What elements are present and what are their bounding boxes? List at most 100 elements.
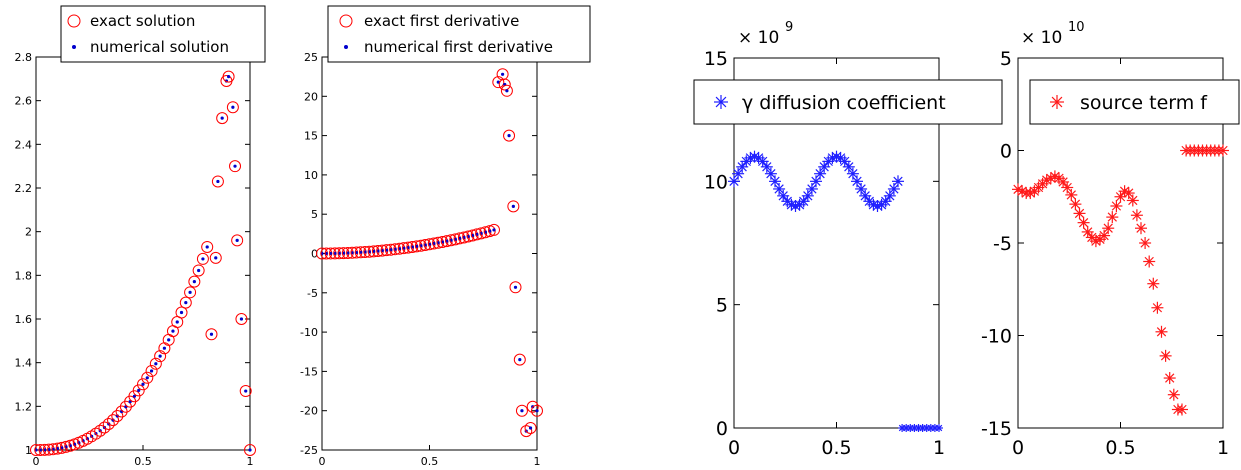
legend-box [327, 5, 591, 63]
x-tick-label: 0.5 [1105, 437, 1135, 459]
source-marker [1159, 349, 1172, 362]
x-tick-label: 1 [247, 455, 254, 468]
source-marker [1167, 388, 1180, 401]
source-marker [1110, 200, 1123, 212]
numerical-marker [197, 268, 201, 273]
x-tick-label: 0 [728, 437, 740, 459]
numerical-marker [528, 426, 533, 430]
y-tick-label: -15 [300, 365, 318, 378]
exact-marker [175, 306, 188, 319]
exact-marker [179, 296, 192, 309]
exact-marker [507, 200, 520, 213]
y-tick-label: 1.6 [15, 313, 33, 326]
y-tick-label: -20 [300, 405, 318, 418]
numerical-marker [513, 285, 518, 289]
numerical-marker [179, 310, 184, 315]
exact-marker [231, 234, 244, 247]
legend-numerical-marker [344, 45, 348, 49]
exact-marker [141, 371, 154, 384]
exact-marker [59, 440, 72, 453]
exact-marker [229, 160, 242, 173]
exact-marker [188, 275, 201, 288]
exact-marker [239, 385, 252, 398]
legend-entry: exact first derivative [364, 12, 519, 30]
x-tick-label: 1 [1217, 437, 1229, 459]
exact-marker [107, 414, 120, 427]
numerical-marker [233, 164, 237, 168]
y-tick-label: 1 [25, 444, 32, 457]
source-marker [1155, 325, 1168, 338]
numerical-marker [216, 179, 220, 184]
numerical-marker [201, 257, 205, 261]
legend-entry: γ diffusion coefficient [742, 92, 946, 114]
y-tick-label: 5 [1000, 48, 1012, 70]
exact-marker [89, 427, 102, 440]
y-tick-label: -5 [307, 287, 318, 300]
numerical-marker [192, 279, 196, 284]
source-marker [1217, 144, 1229, 157]
exact-marker [149, 357, 162, 370]
exact-marker [94, 424, 107, 437]
axes-frame [321, 56, 538, 451]
source-marker [1163, 372, 1176, 385]
numerical-marker [244, 389, 248, 393]
y-tick-label: 2.6 [15, 95, 33, 108]
exact-marker [137, 378, 149, 391]
y-tick-label: 15 [704, 48, 728, 70]
numerical-marker [132, 394, 137, 398]
exact-marker [500, 84, 513, 97]
exact-marker [201, 240, 214, 253]
gamma-marker [842, 160, 855, 173]
y-tick-label: -5 [993, 233, 1012, 255]
exact-marker [102, 417, 115, 430]
exponent-power: 9 [785, 20, 793, 35]
legend-source-marker [1050, 95, 1064, 109]
gamma-marker [846, 167, 859, 180]
legend-entry: numerical solution [90, 38, 229, 56]
y-tick-label: 2.8 [15, 51, 33, 64]
exact-marker [513, 353, 526, 366]
numerical-marker [184, 301, 188, 305]
numerical-marker [171, 329, 175, 333]
source-marker [1073, 207, 1086, 220]
gamma-marker [814, 167, 827, 180]
exact-marker [526, 400, 539, 413]
x-tick-label: 0.5 [421, 455, 439, 468]
exact-marker [520, 425, 533, 438]
exact-marker [205, 328, 218, 341]
y-tick-label: -10 [981, 326, 1012, 348]
exact-marker [498, 78, 511, 91]
y-tick-label: 10 [704, 171, 728, 193]
numerical-marker [235, 238, 239, 242]
exact-marker [192, 264, 205, 277]
y-tick-label: 1.8 [15, 269, 33, 282]
numerical-marker [175, 320, 179, 324]
numerical-marker [520, 409, 524, 413]
numerical-marker [149, 369, 154, 373]
y-tick-label: 20 [304, 90, 318, 103]
x-tick-label: 0 [319, 455, 326, 468]
numerical-marker [214, 256, 218, 260]
gamma-marker [801, 189, 814, 202]
source-marker [1143, 255, 1156, 268]
numerical-marker [158, 354, 162, 358]
exponent-power: 10 [1068, 20, 1085, 35]
y-tick-label: 1.4 [15, 357, 33, 370]
legend-numerical-marker [72, 45, 76, 49]
y-tick-label: -10 [300, 326, 318, 339]
exact-marker [154, 350, 167, 363]
y-tick-label: -15 [981, 418, 1012, 440]
legend: exact solution numerical solution [60, 5, 266, 63]
numerical-marker [239, 317, 244, 321]
numerical-marker [231, 105, 235, 109]
x-tick-label: 0.5 [821, 437, 851, 459]
source-marker [1139, 237, 1152, 249]
y-tick-label: 10 [304, 169, 318, 182]
source-marker [1147, 277, 1160, 290]
exact-marker [470, 228, 483, 241]
numerical-marker [227, 75, 231, 79]
y-tick-label: 2 [25, 226, 32, 239]
legend: γ diffusion coefficient [693, 79, 1003, 125]
exact-marker [235, 313, 248, 325]
